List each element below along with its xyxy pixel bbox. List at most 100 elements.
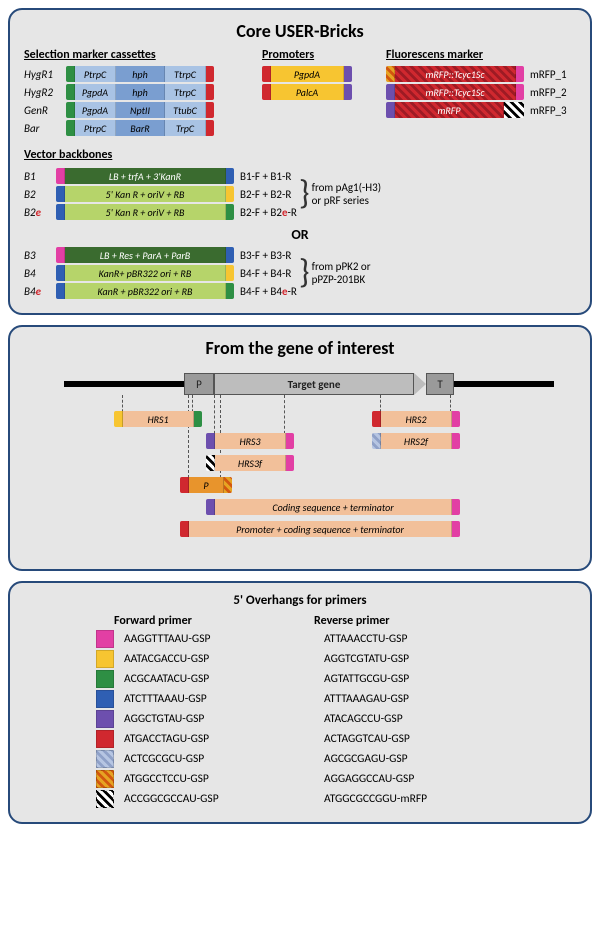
cassette-segment [516, 66, 524, 82]
primer-swatch-icon [96, 750, 114, 768]
fluor-row: mRFP::Tcyc1ScmRFP_1 [386, 66, 576, 82]
selection-row: HygR2PgpdAhphTtrpC [24, 84, 248, 100]
fragment-segment [206, 433, 215, 449]
cassette-segment [206, 84, 214, 100]
chromosome-line [64, 381, 184, 387]
cassette: 5' Kan R + oriV + RB [56, 204, 234, 220]
selection-label: GenR [24, 104, 66, 117]
reverse-primer: ATGGCGCCGGU-mRFP [324, 792, 427, 806]
fragment-segment [206, 499, 215, 515]
forward-primer: ATGGCCTCCU-GSP [124, 772, 324, 786]
cassette-segment: PgpdA [75, 102, 116, 118]
forward-primer: ATCTTTAAAU-GSP [124, 692, 324, 706]
cassette-segment [206, 120, 214, 136]
cassette-segment: hph [116, 66, 165, 82]
cassette: 5' Kan R + oriV + RB [56, 186, 234, 202]
cassette: KanR+ pBR322 ori + RB [56, 265, 234, 281]
fragment-segment: HRS3f [215, 455, 286, 471]
cassette-segment: hph [116, 84, 165, 100]
cassette: PgpdANptIITtubC [66, 102, 214, 118]
cassette-segment [56, 283, 65, 299]
fragment-segment: HRS2 [381, 411, 452, 427]
cassette-segment [504, 102, 524, 118]
cassette-segment [344, 84, 352, 100]
fragment-segment [286, 455, 294, 471]
panel-primers: 5' Overhangs for primers Forward primer … [8, 581, 592, 824]
cassette-segment [56, 247, 65, 263]
cassette-segment [226, 283, 234, 299]
fragment-segment [452, 499, 460, 515]
fluor-label: mRFP_1 [530, 68, 567, 81]
backbone-primers: B4-F + B4-R [240, 267, 291, 280]
fluor-heading: Fluorescens marker [386, 48, 576, 62]
promoters-heading: Promoters [262, 48, 372, 62]
backbone-label: B1 [24, 170, 56, 183]
fragment-segment [180, 521, 189, 537]
backbone-label: B2 [24, 188, 56, 201]
cassette-segment [226, 204, 234, 220]
fragment-segment [180, 477, 189, 493]
cassette: LB + trfA + 3'KanR [56, 168, 234, 184]
cassette-segment: TrpC [165, 120, 206, 136]
primer-swatch-icon [96, 630, 114, 648]
primer-swatch-icon [96, 790, 114, 808]
fragment-segment [372, 411, 381, 427]
gene-diagram: P Target gene T HRS1HRS2HRS3HRS2fHRS3fPC… [24, 367, 576, 557]
cassette-segment [66, 120, 75, 136]
backbone-row: B3LB + Res + ParA + ParBB3-F + B3-R [24, 247, 297, 263]
cassette: mRFP::Tcyc1Sc [386, 84, 524, 100]
cassette-segment: TtrpC [165, 66, 206, 82]
gene-fragment-HRS3: HRS3 [206, 433, 294, 449]
cassette: PtrpChphTtrpC [66, 66, 214, 82]
cassette-segment [66, 84, 75, 100]
cassette-segment: PtrpC [75, 66, 116, 82]
backbones-group1: B1LB + trfA + 3'KanRB1-F + B1-RB25' Kan … [24, 166, 576, 222]
reverse-primer: ATTTAAAGAU-GSP [324, 692, 409, 706]
primer-row: ACGCAATACU-GSPAGTATTGCGU-GSP [24, 670, 576, 688]
cassette-segment: TtubC [165, 102, 206, 118]
cassette-segment: NptII [116, 102, 165, 118]
fragment-segment: HRS1 [123, 411, 194, 427]
col-fluor: Fluorescens marker mRFP::Tcyc1ScmRFP_1mR… [386, 48, 576, 120]
reverse-primer: AGTATTGCGU-GSP [324, 672, 409, 686]
primer-row: ATGGCCTCCU-GSPAGGAGGCCAU-GSP [24, 770, 576, 788]
cassette-segment [206, 66, 214, 82]
backbone-row: B4eKanR + pBR322 ori + RBB4-F + B4e-R [24, 283, 297, 299]
reverse-primer: AGCGCGAGU-GSP [324, 752, 408, 766]
fluor-row: mRFP::Tcyc1ScmRFP_2 [386, 84, 576, 100]
selection-label: Bar [24, 122, 66, 135]
cassette-segment: LB + Res + ParA + ParB [65, 247, 226, 263]
rev-heading: Reverse primer [314, 614, 390, 628]
page: Core USER-Bricks Selection marker casset… [0, 0, 600, 842]
selection-label: HygR1 [24, 68, 66, 81]
reverse-primer: AGGTCGTATU-GSP [324, 652, 409, 666]
cassette-segment: mRFP::Tcyc1Sc [395, 84, 516, 100]
bracket-icon: } [299, 256, 310, 290]
backbone-row: B4KanR+ pBR322 ori + RBB4-F + B4-R [24, 265, 297, 281]
fwd-heading: Forward primer [114, 614, 314, 628]
or-label: OR [24, 226, 576, 243]
cassette-segment [66, 66, 75, 82]
cassette-segment [56, 186, 65, 202]
forward-primer: ACGCAATACU-GSP [124, 672, 324, 686]
backbone-row: B1LB + trfA + 3'KanRB1-F + B1-R [24, 168, 297, 184]
reverse-primer: ACTAGGTCAU-GSP [324, 732, 410, 746]
cassette-segment: 5' Kan R + oriV + RB [65, 186, 226, 202]
cassette-segment [386, 102, 395, 118]
primer-row: AATACGACCU-GSPAGGTCGTATU-GSP [24, 650, 576, 668]
fragment-segment [452, 411, 460, 427]
forward-primer: ACTCGCGCU-GSP [124, 752, 324, 766]
primer-swatch-icon [96, 710, 114, 728]
backbone-primers: B4-F + B4e-R [240, 285, 297, 298]
cassette-segment [386, 84, 395, 100]
gene-fragment-HRS1: HRS1 [114, 411, 202, 427]
cassette-segment: KanR + pBR322 ori + RB [65, 283, 226, 299]
gene-P: P [184, 373, 214, 395]
primers-headers: Forward primer Reverse primer [114, 614, 576, 628]
reverse-primer: ATACAGCCU-GSP [324, 712, 403, 726]
fragment-segment [452, 433, 460, 449]
gene-title: From the gene of interest [24, 337, 576, 359]
gene-fragment-full: Promoter + coding sequence + terminator [180, 521, 460, 537]
cassette-segment [344, 66, 352, 82]
gene-fragment-HRS3f: HRS3f [206, 455, 294, 471]
